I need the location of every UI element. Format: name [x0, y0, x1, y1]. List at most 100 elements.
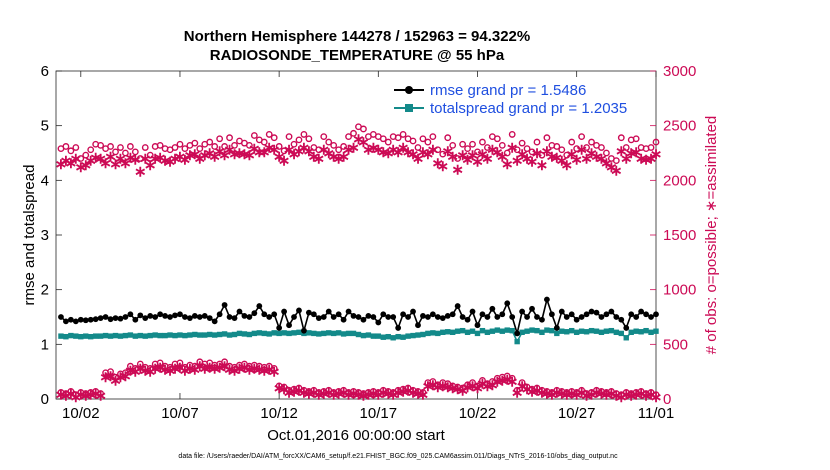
totalspread-point [643, 327, 649, 334]
obs-assimilated-point: ∗ [446, 148, 459, 165]
obs-possible-point [598, 144, 605, 151]
obs-assimilated-point: ∗ [119, 155, 132, 172]
totalspread-point [474, 330, 481, 337]
obs-assimilated-point: ∗ [640, 388, 653, 405]
legend-rmse-label: rmse grand pr = 1.5486 [430, 82, 586, 99]
obs-assimilated-point: ∗ [476, 376, 489, 393]
totalspread-point [182, 332, 188, 339]
obs-assimilated-point: ∗ [149, 150, 162, 167]
obs-possible-point [379, 135, 387, 143]
totalspread-point [132, 333, 139, 339]
obs-possible-point [300, 131, 308, 138]
obs-assimilated-point: ∗ [402, 382, 415, 399]
rmse-point [365, 313, 372, 319]
obs-possible-point [122, 149, 129, 157]
obs-possible-point [568, 138, 576, 146]
totalspread-point [559, 328, 565, 334]
obs-assimilated-point: ∗ [357, 388, 370, 405]
rmse-point [112, 315, 119, 321]
totalspread-point [449, 329, 456, 336]
rmse-point [276, 325, 283, 331]
obs-possible-point [345, 133, 352, 141]
obs-assimilated-point: ∗ [89, 386, 102, 403]
totalspread-point [479, 327, 486, 334]
totalspread-point [58, 333, 64, 339]
rmse-point [395, 325, 402, 331]
totalspread-point [544, 327, 550, 333]
obs-possible-point [533, 138, 541, 146]
rmse-point [568, 311, 575, 318]
totalspread-point [613, 329, 620, 336]
obs-assimilated-point: ∗ [432, 155, 445, 172]
obs-assimilated-point: ∗ [114, 150, 127, 167]
rmse-point [370, 314, 377, 320]
rmse-point [484, 314, 491, 320]
obs-possible-point [563, 151, 571, 159]
obs-possible-point [226, 134, 233, 142]
obs-assimilated-point: ∗ [65, 386, 78, 403]
obs-assimilated-point: ∗ [273, 148, 286, 165]
obs-possible-point [206, 138, 214, 146]
obs-possible-point [285, 133, 293, 141]
rmse-point [296, 307, 302, 314]
obs-possible-point [429, 378, 437, 385]
obs-assimilated-point: ∗ [169, 150, 182, 167]
totalspread-point [425, 330, 431, 337]
totalspread-point [464, 329, 471, 336]
obs-assimilated-point: ∗ [303, 143, 316, 160]
obs-assimilated-point: ∗ [293, 382, 306, 399]
obs-assimilated-point: ∗ [481, 150, 494, 167]
chart-title-line2: RADIOSONDE_TEMPERATURE @ 55 hPa [210, 47, 505, 64]
totalspread-series [58, 327, 659, 345]
obs-assimilated-point: ∗ [233, 360, 246, 377]
rmse-point [63, 318, 69, 325]
legend-rmse-marker [405, 86, 413, 94]
obs-assimilated-point: ∗ [486, 142, 499, 159]
obs-possible-point [122, 369, 129, 377]
obs-assimilated-point: ∗ [526, 383, 539, 400]
obs-assimilated-point: ∗ [273, 380, 286, 397]
obs-possible-point [459, 384, 467, 392]
obs-assimilated-point: ∗ [258, 363, 271, 380]
totalspread-point [554, 330, 560, 337]
obs-assimilated-point: ∗ [377, 144, 390, 161]
obs-possible-point [325, 138, 333, 146]
totalspread-point [420, 331, 426, 338]
obs-assimilated-point: ∗ [506, 140, 519, 157]
obs-possible-point [305, 135, 313, 143]
rmse-point [420, 313, 426, 319]
obs-assimilated-point: ∗ [322, 384, 335, 401]
obs-assimilated-point: ∗ [620, 150, 633, 167]
totalspread-point [390, 335, 396, 341]
rmse-point [598, 314, 605, 320]
totalspread-point [251, 330, 258, 337]
totalspread-point [296, 329, 302, 336]
obs-assimilated-point: ∗ [213, 143, 226, 160]
totalspread-point [564, 329, 570, 335]
obs-possible-point [335, 146, 343, 154]
totalspread-point [137, 332, 143, 339]
obs-possible-point [508, 374, 516, 382]
totalspread-point [291, 330, 297, 336]
totalspread-point [350, 330, 357, 337]
obs-assimilated-point: ∗ [536, 157, 549, 174]
totalspread-point [598, 329, 605, 336]
rmse-point [534, 314, 540, 320]
obs-possible-point [538, 151, 546, 159]
obs-assimilated-point: ∗ [94, 388, 107, 405]
obs-possible-point [270, 364, 278, 372]
obs-assimilated-point: ∗ [501, 156, 514, 173]
obs-assimilated-point: ∗ [392, 144, 405, 161]
totalspread-point [469, 328, 476, 334]
obs-possible-point [107, 143, 114, 150]
obs-assimilated-point: ∗ [451, 161, 464, 178]
totalspread-point [653, 328, 659, 334]
obs-assimilated-point: ∗ [342, 142, 355, 159]
totalspread-point [321, 330, 327, 337]
rmse-point [281, 308, 287, 315]
obs-assimilated-point: ∗ [99, 369, 112, 386]
rmse-point [608, 308, 615, 315]
obs-assimilated-point: ∗ [114, 369, 127, 386]
obs-assimilated-point: ∗ [397, 383, 410, 400]
obs-possible-point [652, 138, 660, 146]
